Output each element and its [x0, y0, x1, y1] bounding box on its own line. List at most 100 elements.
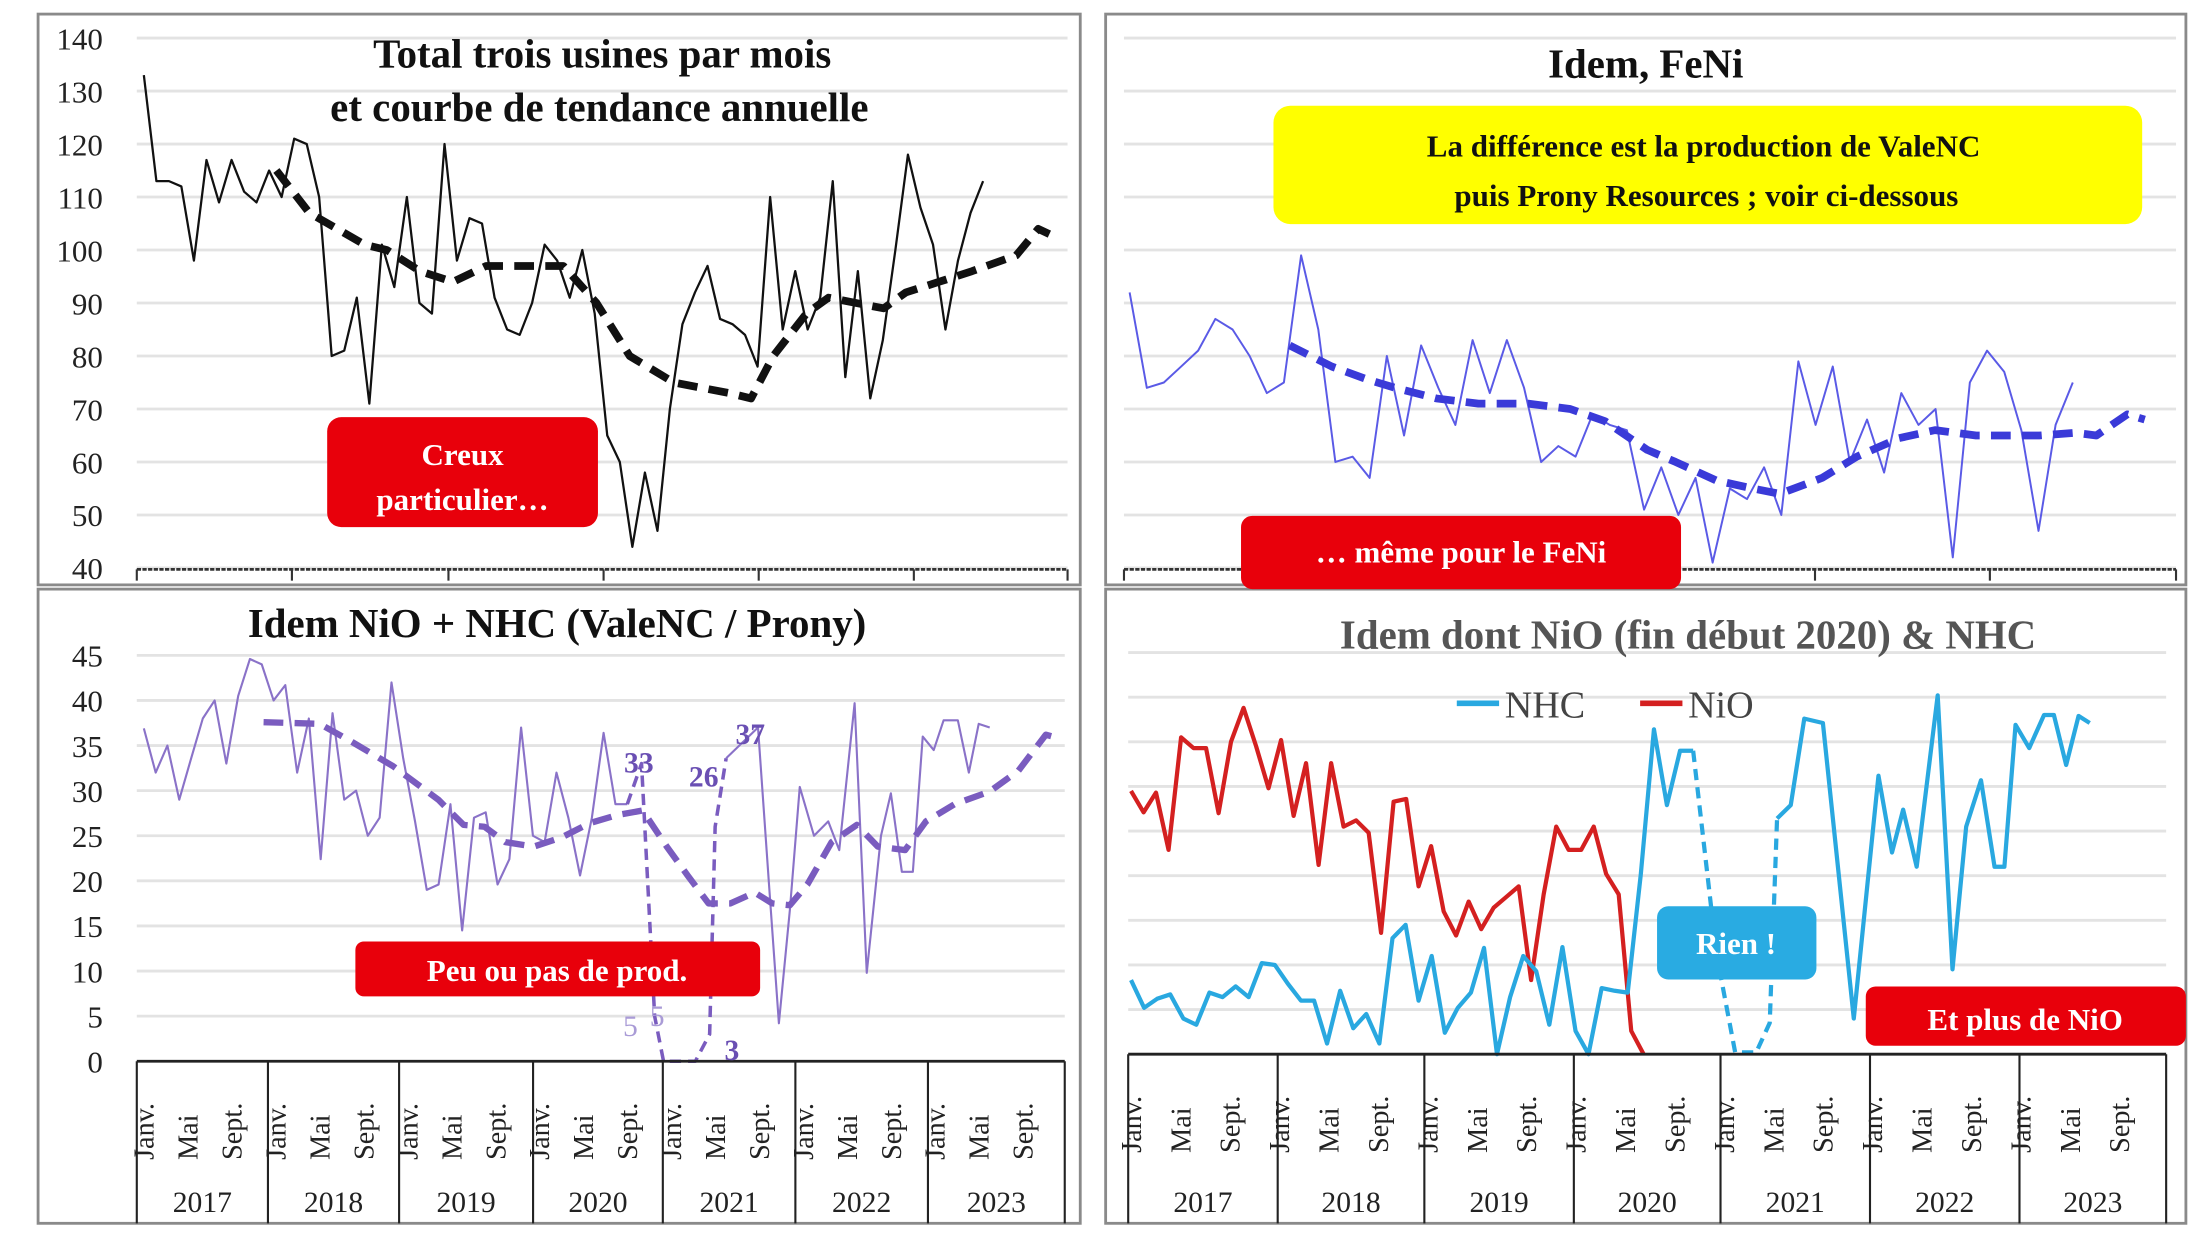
- chart-feni-title: Idem, FeNi: [1548, 42, 1743, 87]
- x-month-label: Janv.: [525, 1103, 556, 1160]
- y-tick-label: 80: [72, 339, 103, 374]
- x-month-label: Mai: [1611, 1107, 1642, 1153]
- x-year-label: 2022: [832, 1187, 891, 1219]
- y-tick-label: 110: [58, 180, 103, 215]
- y-tick-label: 10: [72, 954, 103, 989]
- x-month-label: Janv.: [2006, 1096, 2037, 1153]
- x-month-label: Mai: [305, 1114, 336, 1160]
- series-tendance-annuelle: [273, 168, 1052, 403]
- legend-label-nhc: NHC: [1505, 684, 1585, 726]
- x-year-label: 2023: [2063, 1187, 2122, 1219]
- annotation-peu-prod: Peu ou pas de prod.: [355, 941, 761, 997]
- x-month-label: Sept.: [745, 1103, 776, 1160]
- x-month-label: Janv.: [1117, 1096, 1148, 1153]
- x-month-label: Janv.: [921, 1103, 952, 1160]
- y-tick-label: 120: [56, 127, 103, 162]
- x-year-label: 2018: [1321, 1187, 1380, 1219]
- series-total: [142, 74, 985, 548]
- x-month-label: Sept.: [2105, 1096, 2136, 1153]
- annotation-difference-line2: puis Prony Resources ; voir ci-dessous: [1454, 178, 1958, 213]
- x-year-label: 2022: [1915, 1187, 1974, 1219]
- panel-nio-nhc-frame: [36, 587, 1082, 1225]
- chart-nio-and-nhc-title: Idem dont NiO (fin début 2020) & NHC: [1340, 612, 2036, 657]
- x-month-label: Mai: [1166, 1107, 1197, 1153]
- y-tick-label: 0: [87, 1045, 103, 1080]
- series-nhc-suite: [1775, 693, 2091, 1021]
- x-year-label: 2021: [1766, 1187, 1825, 1219]
- x-month-label: Mai: [1908, 1107, 1939, 1153]
- x-month-label: Sept.: [1216, 1096, 1247, 1153]
- x-month-label: Sept.: [1512, 1096, 1543, 1153]
- x-month-label: Janv.: [1710, 1096, 1741, 1153]
- x-month-label: Janv.: [262, 1103, 293, 1160]
- x-month-label: Mai: [174, 1114, 205, 1160]
- x-month-label: Sept.: [613, 1103, 644, 1160]
- x-month-label: Janv.: [1265, 1096, 1296, 1153]
- x-month-label: Sept.: [481, 1103, 512, 1160]
- x-year-label: 2019: [436, 1187, 495, 1219]
- x-month-label: Janv.: [1858, 1096, 1889, 1153]
- x-month-label: Sept.: [877, 1103, 908, 1160]
- series-tendance-annuelle: [263, 718, 1054, 909]
- data-label-37: 37: [735, 719, 765, 751]
- y-tick-label: 60: [72, 445, 103, 480]
- legend: NHC NiO: [1456, 684, 1754, 726]
- x-month-label: Mai: [437, 1114, 468, 1160]
- x-year-label: 2023: [967, 1187, 1026, 1219]
- x-month-label: Janv.: [393, 1103, 424, 1160]
- data-label-5a: 5: [623, 1011, 638, 1043]
- series-nhc: [1129, 727, 1694, 1057]
- x-month-label: Mai: [1463, 1107, 1494, 1153]
- annotation-difference-line1: La différence est la production de ValeN…: [1427, 128, 1981, 163]
- x-month-label: Mai: [569, 1114, 600, 1160]
- y-tick-label: 5: [87, 999, 103, 1034]
- y-tick-label: 35: [72, 729, 103, 764]
- annotation-meme-feni: … même pour le FeNi: [1241, 515, 1682, 590]
- x-year-label: 2020: [568, 1187, 627, 1219]
- legend-label-nio: NiO: [1688, 684, 1754, 726]
- annotation-meme-feni-text: … même pour le FeNi: [1316, 534, 1607, 569]
- x-month-label: Janv.: [657, 1103, 688, 1160]
- annotation-creux: Creux particulier…: [327, 417, 598, 528]
- x-month-label: Mai: [1315, 1107, 1346, 1153]
- x-month-label: Sept.: [218, 1103, 249, 1160]
- y-tick-label: 100: [56, 233, 103, 268]
- x-month-label: Mai: [2056, 1107, 2087, 1153]
- annotation-difference: La différence est la production de ValeN…: [1273, 105, 2143, 225]
- annotation-plus-nio-text: Et plus de NiO: [1927, 1002, 2123, 1037]
- y-tick-label: 15: [72, 909, 103, 944]
- annotation-rien-text: Rien !: [1696, 926, 1776, 961]
- x-month-label: Mai: [965, 1114, 996, 1160]
- series-tendance-annuelle-feni: [1287, 341, 2146, 498]
- x-month-label: Sept.: [1809, 1096, 1840, 1153]
- x-year-label: 2018: [304, 1187, 363, 1219]
- x-month-label: Janv.: [789, 1103, 820, 1160]
- series-nio-nhc: [142, 657, 628, 932]
- x-year-label: 2021: [699, 1187, 758, 1219]
- x-month-label: Sept.: [1364, 1096, 1395, 1153]
- chart-total-title-line2: et courbe de tendance annuelle: [330, 85, 868, 130]
- annotation-creux-line2: particulier…: [376, 482, 548, 517]
- data-label-3: 3: [725, 1035, 740, 1067]
- panel-feni-frame: [1104, 12, 2188, 587]
- x-month-label: Janv.: [130, 1103, 161, 1160]
- y-tick-label: 20: [72, 864, 103, 899]
- x-year-label: 2020: [1618, 1187, 1677, 1219]
- chart-nio-nhc-title: Idem NiO + NHC (ValeNC / Prony): [248, 601, 866, 646]
- y-tick-label: 140: [56, 21, 103, 56]
- y-tick-label: 130: [56, 74, 103, 109]
- annotation-peu-prod-text: Peu ou pas de prod.: [427, 953, 688, 988]
- x-month-label: Janv.: [1562, 1096, 1593, 1153]
- x-year-label: 2017: [173, 1187, 232, 1219]
- chart-nio-and-nhc: 2017 Janv. Mai Sept. 2018 Janv. Mai Sept. 2019 Ja…: [1117, 651, 2168, 1224]
- data-label-5b: 5: [650, 1001, 665, 1033]
- x-month-label: Mai: [833, 1114, 864, 1160]
- y-tick-label: 40: [72, 551, 103, 586]
- data-label-26: 26: [689, 761, 719, 793]
- x-month-label: Sept.: [1660, 1096, 1691, 1153]
- annotation-plus-nio: Et plus de NiO: [1865, 986, 2186, 1046]
- x-month-label: Janv.: [1413, 1096, 1444, 1153]
- y-tick-label: 30: [72, 774, 103, 809]
- annotation-creux-line1: Creux: [422, 437, 505, 472]
